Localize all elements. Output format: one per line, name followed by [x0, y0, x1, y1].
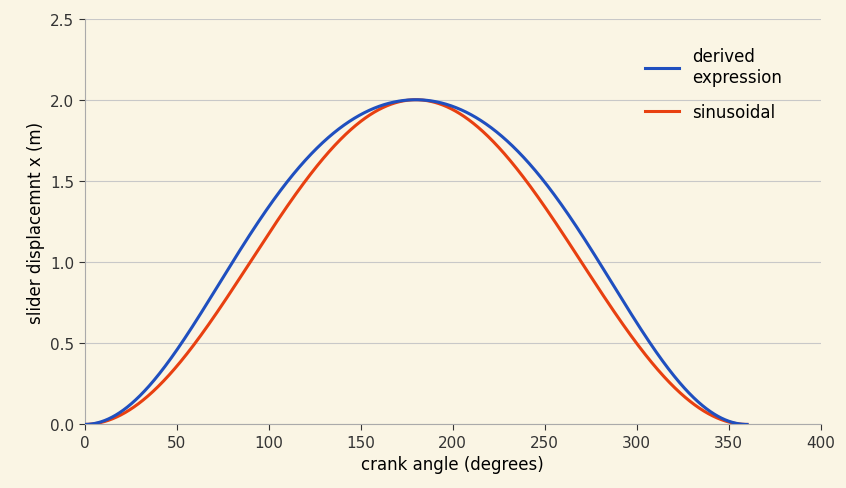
derived
expression — [723, 418, 733, 424]
sinusoidal — [402, 98, 412, 104]
sinusoidal — [723, 419, 733, 425]
derived
expression — [410, 98, 420, 103]
derived
expression — [722, 418, 733, 424]
derived
expression — [113, 411, 124, 417]
derived
expression — [384, 101, 394, 107]
sinusoidal — [113, 413, 124, 419]
Line: derived
expression: derived expression — [85, 101, 747, 425]
sinusoidal — [384, 103, 394, 109]
Legend: derived
expression, sinusoidal: derived expression, sinusoidal — [637, 40, 790, 130]
sinusoidal — [80, 422, 90, 427]
sinusoidal — [722, 419, 733, 425]
Line: sinusoidal: sinusoidal — [85, 101, 747, 425]
Y-axis label: slider displacemnt x (m): slider displacemnt x (m) — [26, 121, 45, 323]
X-axis label: crank angle (degrees): crank angle (degrees) — [361, 455, 544, 473]
sinusoidal — [410, 98, 420, 103]
sinusoidal — [742, 422, 752, 427]
derived
expression — [402, 98, 412, 104]
derived
expression — [742, 422, 752, 427]
derived
expression — [602, 272, 612, 278]
sinusoidal — [602, 298, 612, 304]
derived
expression — [80, 422, 90, 427]
